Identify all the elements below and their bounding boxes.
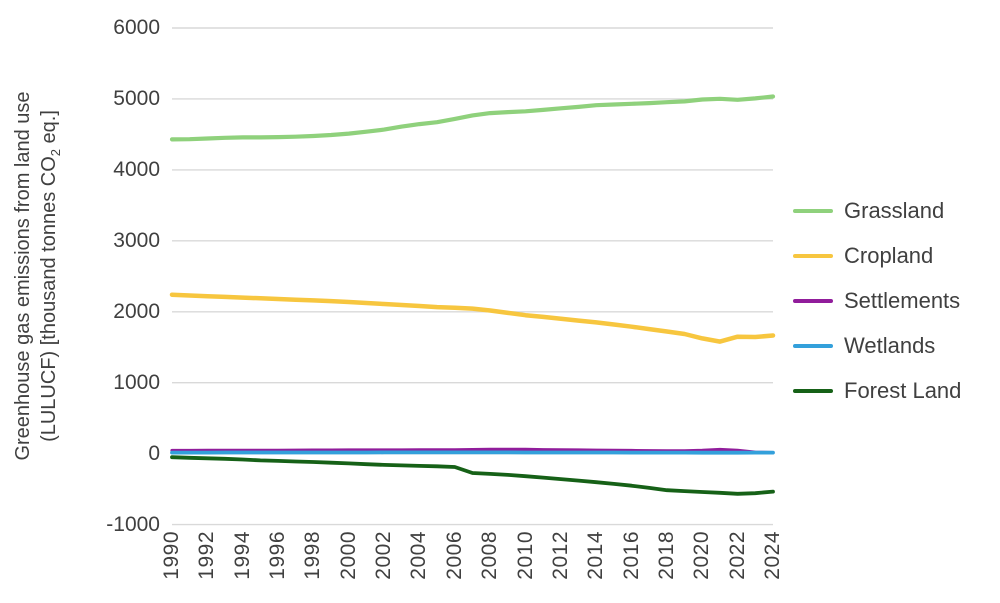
- legend-line-icon-cropland: [793, 253, 833, 258]
- legend-line-icon-wetlands: [793, 343, 833, 348]
- series-line-forest-land: [170, 455, 775, 496]
- legend-line-icon-grassland: [793, 208, 833, 213]
- y-tick-label--1000: -1000: [106, 512, 160, 536]
- legend-item-settlements: Settlements: [793, 278, 961, 323]
- legend-item-forest-land: Forest Land: [793, 368, 961, 413]
- legend-line-icon-settlements: [793, 298, 833, 303]
- x-tick-label-1990: 1990: [160, 531, 183, 580]
- x-tick-label-2022: 2022: [725, 531, 749, 580]
- legend: Grassland Cropland Settlements Wetlands Fore…: [793, 188, 961, 413]
- x-tick-label-2014: 2014: [584, 531, 608, 580]
- y-tick-label-5000: 5000: [113, 86, 160, 110]
- legend-label-cropland: Cropland: [844, 242, 934, 268]
- x-tick-label-2018: 2018: [654, 531, 678, 580]
- x-tick-label-1994: 1994: [230, 531, 254, 580]
- series-line-cropland: [169, 292, 776, 344]
- x-tick-label-2002: 2002: [372, 531, 396, 580]
- x-tick-label-2024: 2024: [761, 531, 784, 580]
- x-tick-label-2006: 2006: [442, 531, 466, 580]
- y-tick-label-2000: 2000: [113, 299, 160, 323]
- y-tick-label-1000: 1000: [113, 370, 160, 394]
- x-tick-label-2012: 2012: [548, 531, 572, 580]
- legend-label-settlements: Settlements: [844, 287, 961, 313]
- y-tick-label-3000: 3000: [113, 228, 160, 252]
- x-tick-label-1992: 1992: [195, 531, 219, 580]
- legend-item-grassland: Grassland: [793, 188, 961, 233]
- legend-label-wetlands: Wetlands: [844, 332, 936, 358]
- x-tick-label-2016: 2016: [619, 531, 643, 580]
- x-tick-label-1998: 1998: [301, 531, 325, 580]
- x-tick-label-2004: 2004: [407, 531, 431, 580]
- legend-item-cropland: Cropland: [793, 233, 961, 278]
- legend-label-forest-land: Forest Land: [844, 377, 962, 403]
- x-tick-label-1996: 1996: [266, 531, 290, 580]
- y-tick-label-6000: 6000: [113, 16, 160, 39]
- x-tick-label-2020: 2020: [690, 531, 714, 580]
- legend-item-wetlands: Wetlands: [793, 323, 961, 368]
- x-tick-label-2010: 2010: [513, 531, 537, 580]
- legend-line-icon-forest-land: [793, 388, 833, 393]
- y-tick-label-0: 0: [148, 441, 160, 465]
- legend-label-grassland: Grassland: [844, 197, 945, 223]
- series-line-grassland: [169, 94, 776, 142]
- x-tick-label-2000: 2000: [336, 531, 360, 580]
- x-tick-label-2008: 2008: [478, 531, 502, 580]
- y-tick-label-4000: 4000: [113, 157, 160, 181]
